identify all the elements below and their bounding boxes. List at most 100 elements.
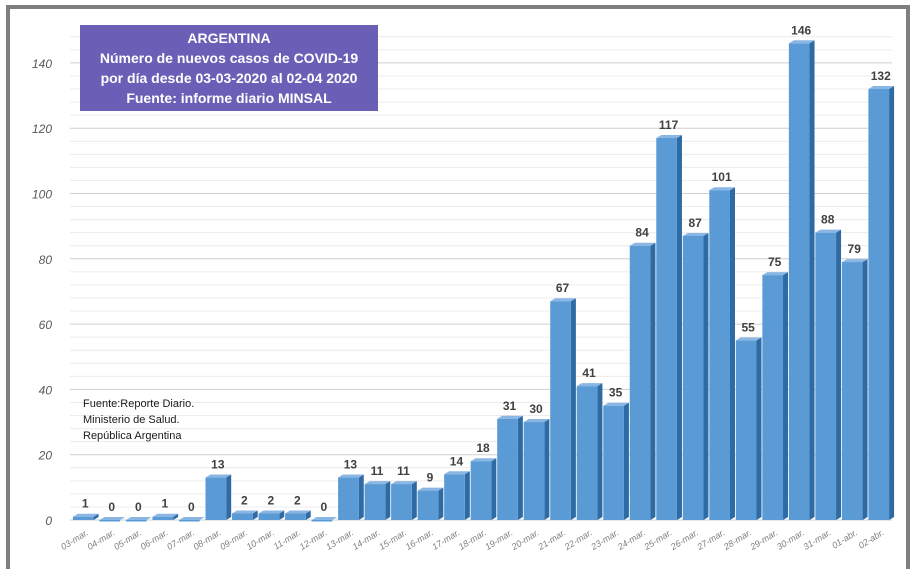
data-label: 14 [450, 454, 464, 468]
data-label: 13 [344, 458, 358, 472]
bar-top [762, 272, 789, 276]
bar-top [470, 458, 497, 462]
bar-front [258, 513, 280, 520]
bar-side [756, 337, 762, 520]
bar-top [682, 232, 709, 236]
bar-top [788, 40, 815, 44]
chart-title-line-2: Número de nuevos casos de COVID-19 [99, 50, 359, 66]
x-tick-label: 07-mar. [165, 527, 196, 552]
data-label: 2 [241, 493, 248, 507]
bar-front [338, 477, 359, 520]
bar-28-mar. [735, 337, 762, 520]
bar-front [788, 43, 810, 521]
bar-16-mar. [417, 487, 444, 520]
x-tick-label: 01-abr. [830, 527, 859, 550]
bar-side [862, 259, 868, 520]
bar-22-mar. [576, 383, 603, 520]
x-tick-label: 19-mar. [483, 527, 514, 552]
bar-26-mar. [682, 232, 709, 520]
bar-top [72, 513, 99, 517]
bar-front [232, 513, 253, 520]
x-tick-label: 02-abr. [857, 527, 886, 550]
bar-side [650, 242, 656, 521]
bar-top [576, 383, 603, 387]
chart-title-line-1: ARGENTINA [187, 30, 271, 46]
bar-front [152, 516, 174, 520]
data-label: 88 [821, 213, 835, 227]
x-tick-label: 28-mar. [721, 527, 753, 552]
x-tick-label: 13-mar. [324, 527, 355, 552]
bar-side [173, 513, 179, 520]
x-tick-label: 27-mar. [695, 527, 727, 552]
x-tick-label: 29-mar. [748, 527, 780, 552]
x-tick-label: 12-mar. [298, 527, 329, 552]
data-label: 1 [161, 497, 168, 511]
x-tick-label: 04-mar. [86, 527, 117, 552]
data-label: 9 [427, 471, 434, 485]
y-tick-label: 20 [38, 449, 53, 463]
bar-front [815, 232, 837, 520]
bar-front [523, 422, 545, 520]
bar-side [93, 513, 99, 520]
bar-27-mar. [709, 187, 735, 521]
bar-front [364, 484, 386, 520]
data-label: 67 [556, 281, 570, 295]
data-label: 30 [529, 402, 543, 416]
bar-side [597, 383, 603, 520]
bar-front [99, 520, 121, 522]
data-label: 101 [712, 170, 732, 184]
bar-top [99, 517, 126, 520]
bar-08-mar. [205, 474, 232, 520]
data-label: 2 [268, 493, 275, 507]
x-tick-label: 11-mar. [272, 527, 303, 551]
x-tick-label: 20-mar. [509, 527, 541, 552]
x-tick-label: 15-mar. [377, 527, 408, 552]
x-tick-label: 22-mar. [562, 527, 594, 552]
bar-top [205, 474, 232, 478]
bar-top [735, 337, 762, 341]
bar-side [544, 419, 550, 520]
bar-side [783, 272, 789, 520]
bar-side [729, 187, 735, 521]
bar-front [72, 516, 94, 520]
bar-21-mar. [550, 298, 576, 520]
bar-top [258, 510, 285, 514]
bar-side [411, 481, 417, 520]
data-label: 87 [688, 216, 702, 230]
data-label: 75 [768, 255, 782, 269]
bar-front [311, 520, 333, 522]
bar-top [523, 419, 550, 423]
bar-front [470, 461, 492, 520]
data-label: 84 [635, 226, 649, 240]
y-tick-label: 140 [32, 57, 52, 71]
bar-top [868, 86, 895, 90]
x-tick-label: 10-mar. [245, 527, 276, 552]
bar-front [709, 190, 730, 521]
bar-09-mar. [232, 510, 258, 520]
bar-side [279, 510, 285, 520]
bar-23-mar. [603, 402, 629, 520]
x-tick-label: 25-mar. [642, 527, 674, 552]
x-tick-label: 14-mar. [351, 527, 382, 552]
bar-top [417, 487, 444, 491]
source-note-line-2: Ministerio de Salud. [83, 414, 180, 426]
data-label: 0 [188, 500, 195, 514]
bar-top [444, 471, 470, 475]
bar-29-mar. [762, 272, 789, 520]
bar-front [444, 474, 465, 520]
bar-top [364, 481, 391, 485]
x-tick-label: 24-mar. [615, 527, 647, 552]
bar-side [570, 298, 576, 520]
bar-top [497, 415, 523, 419]
x-tick-label: 23-mar. [588, 527, 620, 552]
x-tick-label: 17-mar. [430, 527, 461, 552]
data-label: 55 [741, 320, 755, 334]
bar-17-mar. [444, 471, 470, 520]
data-label: 1 [82, 497, 89, 511]
bar-front [656, 137, 677, 520]
bar-front [576, 386, 598, 520]
bar-30-mar. [788, 40, 815, 521]
x-tick-label: 30-mar. [775, 527, 806, 552]
bar-13-mar. [338, 474, 364, 520]
